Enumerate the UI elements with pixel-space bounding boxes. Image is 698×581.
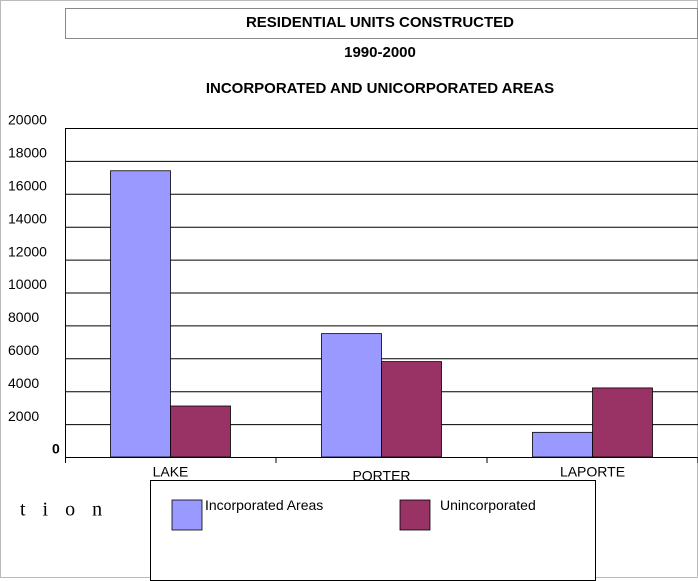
legend-label: Incorporated Areas: [205, 497, 324, 513]
legend-swatch: [171, 499, 203, 531]
x-tick-label: LAKE: [153, 464, 189, 480]
title-box: [65, 8, 698, 39]
legend-box: [150, 480, 596, 581]
chart-title: RESIDENTIAL UNITS CONSTRUCTED: [246, 14, 514, 31]
legend-label: Unincorporated: [440, 497, 536, 513]
bar: [381, 361, 442, 458]
y-tick-label: 8000: [8, 309, 39, 325]
bar: [110, 170, 171, 458]
y-tick-label: 16000: [8, 178, 47, 194]
bar: [532, 431, 593, 458]
y-tick-label: 2000: [8, 408, 39, 424]
bar: [592, 387, 653, 458]
x-tick-label: LAPORTE: [560, 464, 625, 480]
y-tick-label: 0: [52, 441, 60, 457]
bar: [170, 405, 231, 458]
y-tick-label: 14000: [8, 210, 47, 226]
y-tick-label: 20000: [8, 112, 47, 128]
chart-subtitle: 1990-2000: [344, 44, 416, 61]
y-tick-label: 4000: [8, 375, 39, 391]
y-tick-label: 6000: [8, 342, 39, 358]
bar: [321, 333, 382, 458]
y-tick-label: 10000: [8, 276, 47, 292]
y-tick-label: 12000: [8, 243, 47, 259]
y-tick-label: 18000: [8, 145, 47, 161]
x-tick-label: PORTER: [352, 468, 410, 484]
chart-subtitle: INCORPORATED AND UNICORPORATED AREAS: [206, 80, 554, 97]
annotation: t i o n: [20, 499, 108, 521]
legend-swatch: [399, 499, 431, 531]
